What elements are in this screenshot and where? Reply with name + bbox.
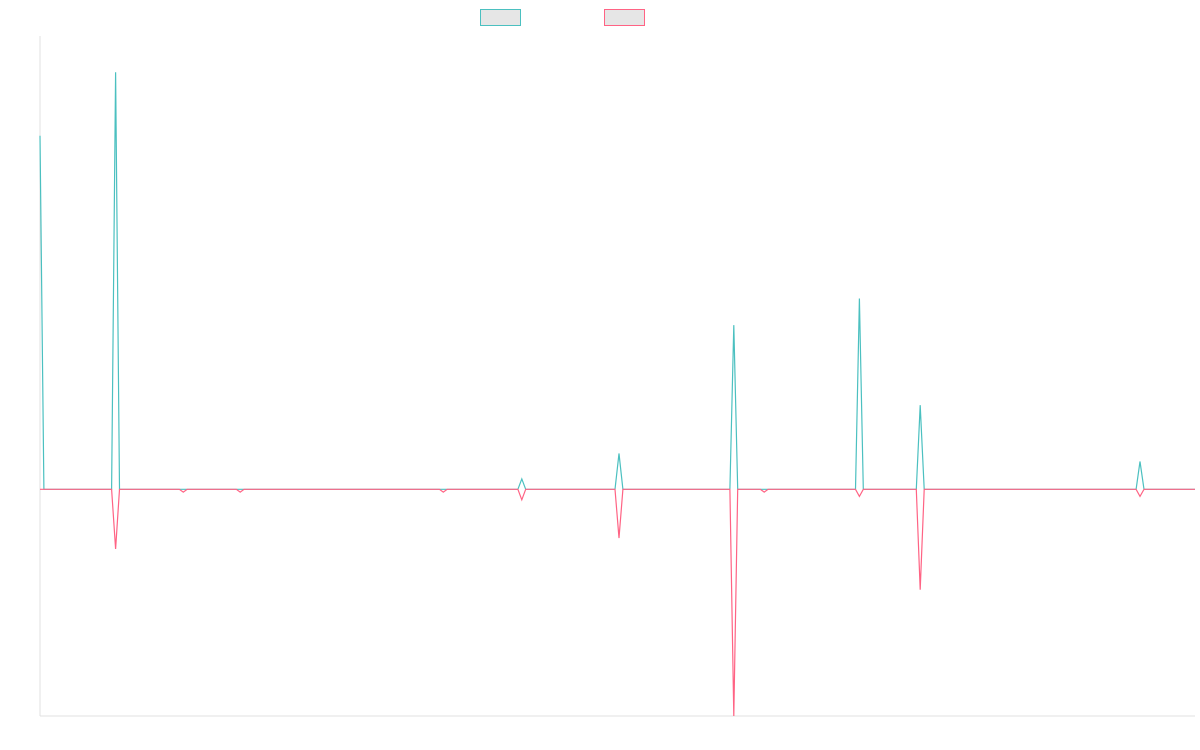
axes <box>39 36 1195 717</box>
series-line-1[interactable] <box>39 72 1195 490</box>
legend[interactable] <box>480 9 645 26</box>
series-line-2[interactable] <box>40 488 1195 717</box>
plot-area <box>39 72 1195 717</box>
legend-swatch-1[interactable] <box>480 9 521 26</box>
legend-swatch-2[interactable] <box>604 9 645 26</box>
